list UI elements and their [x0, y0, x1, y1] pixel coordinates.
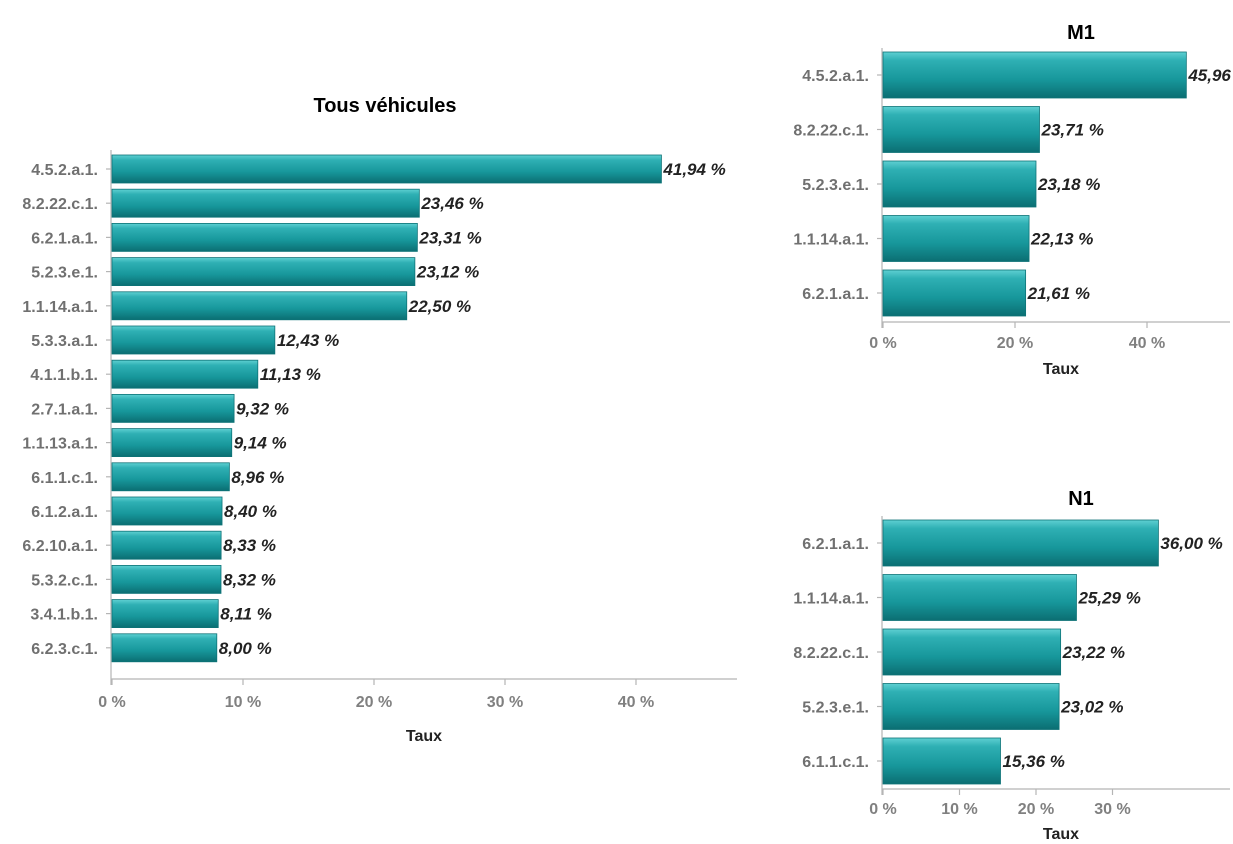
bar: [111, 599, 219, 628]
bar-value-label: 22,50 %: [408, 297, 471, 316]
category-label: 6.2.10.a.1.: [22, 538, 98, 555]
bar-value-label: 12,43 %: [277, 331, 339, 350]
category-label: 5.2.3.e.1.: [802, 177, 869, 194]
bar: [111, 462, 230, 492]
bar-value-label: 23,46 %: [420, 194, 483, 213]
chart-title: Tous véhicules: [313, 95, 456, 117]
bar: [111, 530, 222, 560]
category-label: 1.1.14.a.1.: [793, 232, 869, 249]
category-label: 6.1.1.c.1.: [802, 754, 869, 771]
category-label: 4.5.2.a.1.: [31, 162, 98, 179]
x-tick-label: 10 %: [225, 694, 261, 711]
bar: [882, 737, 1001, 785]
bar: [111, 154, 662, 184]
bar: [111, 633, 218, 663]
x-tick-label: 0 %: [98, 694, 126, 711]
bar-value-label: 9,14 %: [234, 434, 287, 453]
category-label: 6.2.3.c.1.: [31, 641, 98, 658]
bar: [882, 160, 1037, 208]
bar-value-label: 8,33 %: [223, 536, 276, 555]
bar-value-label: 8,00 %: [219, 639, 272, 658]
bar-value-label: 23,18 %: [1037, 175, 1100, 194]
x-tick-label: 20 %: [1018, 801, 1054, 818]
chart-title: M1: [1067, 22, 1095, 44]
bar: [111, 393, 235, 423]
category-label: 4.5.2.a.1.: [802, 68, 869, 85]
bar-value-label: 8,40 %: [224, 502, 277, 521]
x-axis-label: Taux: [1043, 361, 1079, 378]
bar: [882, 519, 1159, 567]
bar-value-label: 21,61 %: [1027, 284, 1090, 303]
bar: [882, 106, 1040, 153]
category-label: 8.2.22.c.1.: [793, 645, 869, 662]
bar-value-label: 41,94 %: [662, 160, 725, 179]
bar-value-label: 15,36 %: [1003, 752, 1065, 771]
x-tick-label: 30 %: [487, 694, 523, 711]
x-tick-label: 40 %: [1129, 335, 1165, 352]
category-label: 1.1.14.a.1.: [22, 299, 98, 316]
bar: [111, 188, 420, 218]
category-label: 3.4.1.b.1.: [30, 607, 98, 624]
bar: [882, 51, 1187, 99]
chart-title: N1: [1068, 488, 1094, 510]
x-tick-label: 0 %: [869, 335, 897, 352]
category-label: 5.3.2.c.1.: [31, 572, 98, 589]
bar: [882, 215, 1030, 262]
x-axis-label: Taux: [1043, 826, 1079, 843]
bar: [882, 628, 1062, 676]
bar-value-label: 11,13 %: [260, 365, 321, 384]
bar-value-label: 8,32 %: [223, 570, 276, 589]
bar-value-label: 23,02 %: [1060, 698, 1123, 717]
x-tick-label: 20 %: [997, 335, 1033, 352]
bar-value-label: 23,71 %: [1040, 121, 1103, 140]
x-tick-label: 0 %: [869, 801, 897, 818]
category-label: 8.2.22.c.1.: [22, 196, 98, 213]
category-label: 6.1.1.c.1.: [31, 470, 98, 487]
bar-value-label: 23,22 %: [1062, 643, 1125, 662]
category-label: 1.1.14.a.1.: [793, 591, 869, 608]
bar-value-label: 25,29 %: [1077, 589, 1140, 608]
bar-value-label: 8,11 %: [220, 605, 272, 624]
chart-tous-vehicules: Tous véhicules Taux 0 % 10 % 20 % 30 % 40 % 4…: [22, 95, 737, 745]
bar: [111, 496, 223, 526]
category-label: 6.2.1.a.1.: [802, 286, 869, 303]
chart-m1: M1 Taux 0 % 20 % 40 % 4.5.2.a.1. 45,96 % 8.2.…: [793, 22, 1233, 378]
category-label: 2.7.1.a.1.: [31, 401, 98, 418]
category-label: 6.2.1.a.1.: [31, 230, 98, 247]
x-tick-label: 20 %: [356, 694, 392, 711]
bar: [111, 428, 233, 458]
bar: [111, 359, 259, 389]
category-label: 5.3.3.a.1.: [31, 333, 98, 350]
bar-value-label: 9,32 %: [236, 399, 289, 418]
chart-n1: N1 Taux 0 % 10 % 20 % 30 % 6.2.1.a.1. 36,00 %…: [793, 488, 1230, 843]
bar-value-label: 8,96 %: [231, 468, 284, 487]
category-label: 5.2.3.e.1.: [31, 265, 98, 282]
bar: [111, 325, 276, 355]
bar: [882, 683, 1060, 730]
x-tick-label: 40 %: [618, 694, 654, 711]
bar-value-label: 36,00 %: [1160, 534, 1222, 553]
category-label: 6.2.1.a.1.: [802, 536, 869, 553]
category-label: 1.1.13.a.1.: [22, 436, 98, 453]
bar: [111, 257, 416, 287]
x-tick-label: 30 %: [1094, 801, 1130, 818]
x-tick-label: 10 %: [941, 801, 977, 818]
category-label: 6.1.2.a.1.: [31, 504, 98, 521]
x-axis-label: Taux: [406, 728, 442, 745]
bar: [111, 291, 408, 321]
category-label: 4.1.1.b.1.: [30, 367, 98, 384]
bar: [111, 222, 418, 252]
bar: [882, 269, 1027, 317]
bar-value-label: 22,13 %: [1030, 230, 1093, 249]
bar: [111, 565, 222, 594]
bar-value-label: 45,96 %: [1187, 66, 1233, 85]
bar-value-label: 23,12 %: [416, 263, 479, 282]
category-label: 8.2.22.c.1.: [793, 123, 869, 140]
bar-value-label: 23,31 %: [418, 228, 481, 247]
category-label: 5.2.3.e.1.: [802, 700, 869, 717]
bar: [882, 574, 1077, 621]
